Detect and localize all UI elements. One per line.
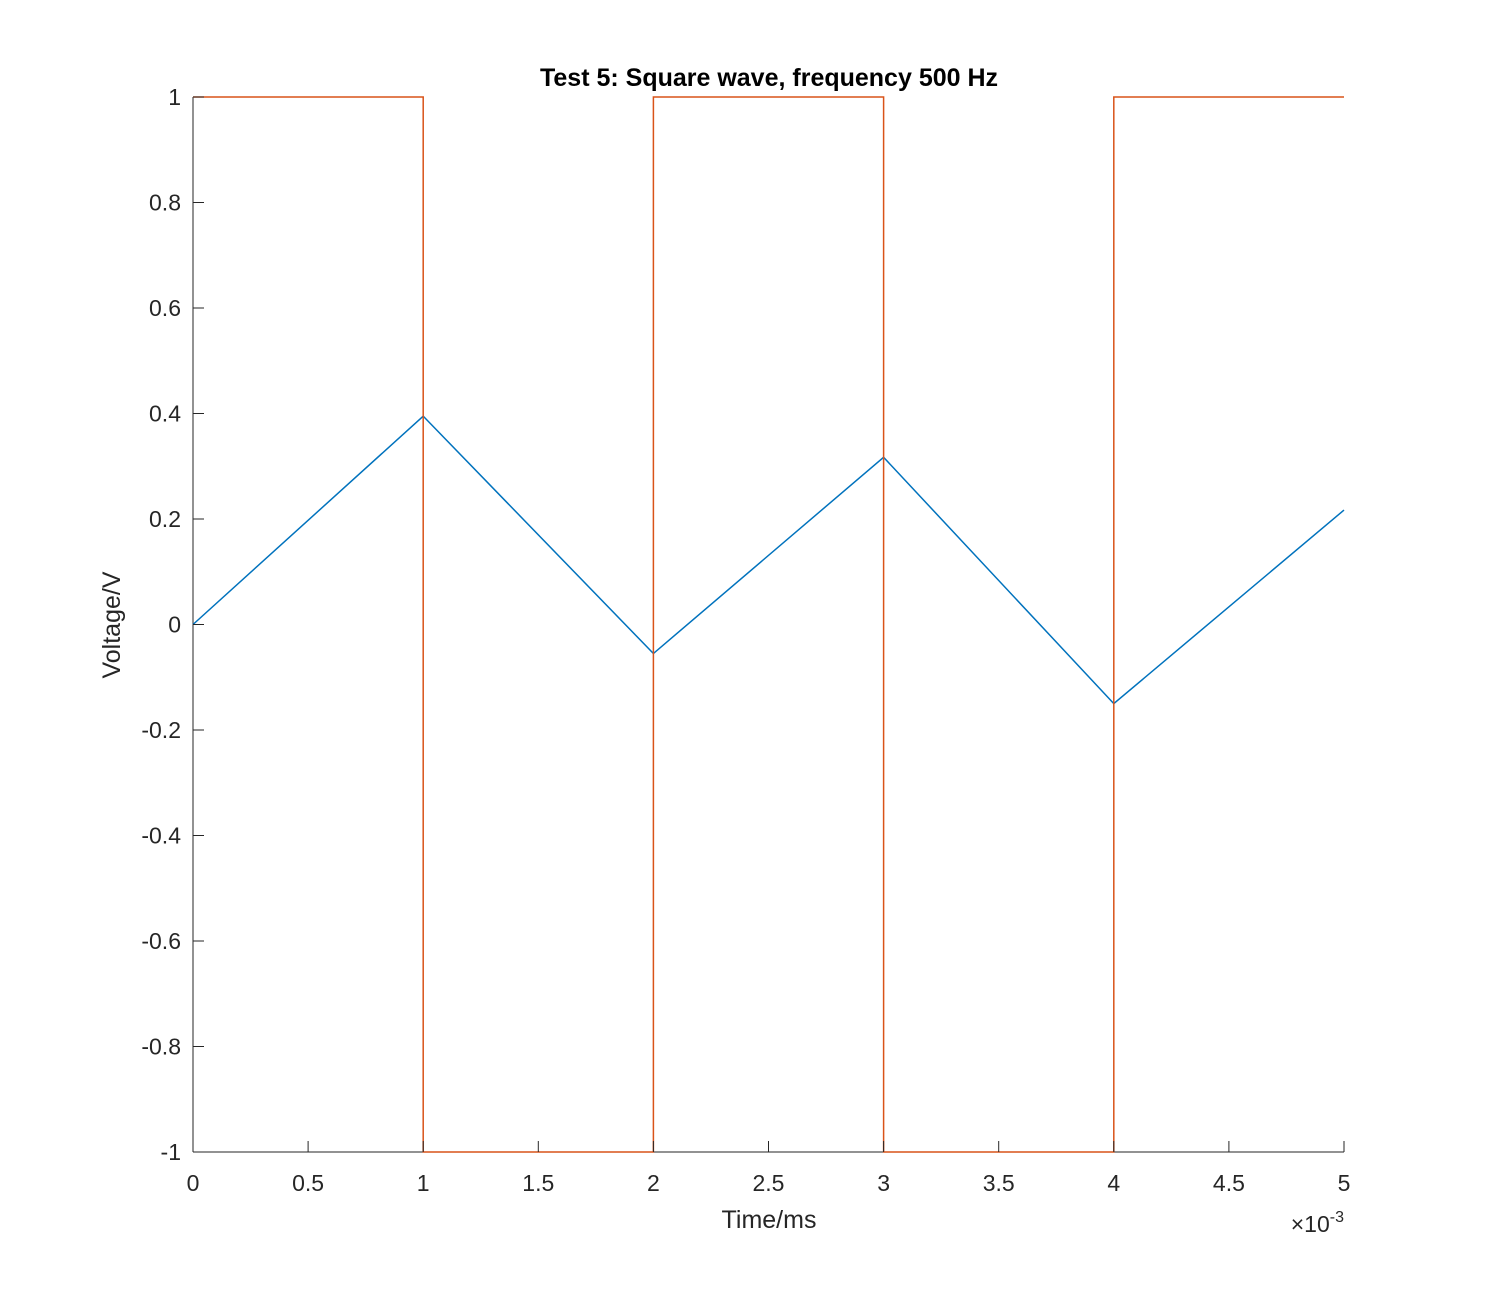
x-tick-label: 2.5 <box>753 1170 785 1196</box>
y-tick-label: 0.8 <box>149 190 181 216</box>
y-tick-label: 1 <box>168 84 181 110</box>
y-tick-label: 0.2 <box>149 506 181 532</box>
x-tick-label: 4 <box>1107 1170 1120 1196</box>
x-axis-exponent: ×10-3 <box>1291 1209 1344 1237</box>
x-axis-label: Time/ms <box>722 1206 817 1234</box>
y-tick-label: 0.6 <box>149 295 181 321</box>
y-axis-label: Voltage/V <box>98 571 126 678</box>
x-tick-label: 5 <box>1338 1170 1351 1196</box>
y-tick-label: -0.8 <box>141 1034 181 1060</box>
plot-area <box>192 96 1345 1153</box>
y-tick-label: -0.2 <box>141 717 181 743</box>
x-tick-label: 3 <box>877 1170 890 1196</box>
x-tick-label: 1.5 <box>522 1170 554 1196</box>
x-tick-label: 1 <box>417 1170 430 1196</box>
x-tick-label: 3.5 <box>983 1170 1015 1196</box>
y-tick-label: -0.6 <box>141 928 181 954</box>
y-tick-label: -1 <box>161 1139 181 1165</box>
chart-title: Test 5: Square wave, frequency 500 Hz <box>540 64 998 92</box>
y-tick-label: 0.4 <box>149 401 181 427</box>
y-tick-label: -0.4 <box>141 823 181 849</box>
x-axis-exponent-power: -3 <box>1330 1209 1344 1226</box>
series-line-2 <box>193 96 1344 1153</box>
x-axis-ticks: 0 0.5 1 1.5 2 2.5 3 3.5 4 4.5 5 <box>187 1141 1351 1196</box>
x-tick-label: 0 <box>187 1170 200 1196</box>
y-tick-label: 0 <box>168 612 181 638</box>
series-line-1 <box>192 415 1345 705</box>
x-tick-label: 0.5 <box>292 1170 324 1196</box>
x-axis-exponent-base: ×10 <box>1291 1211 1330 1237</box>
y-axis-ticks: -1 -0.8 -0.6 -0.4 -0.2 0 0.2 0.4 0.6 0.8 1 <box>141 84 204 1165</box>
x-tick-label: 4.5 <box>1213 1170 1245 1196</box>
x-tick-label: 2 <box>647 1170 660 1196</box>
